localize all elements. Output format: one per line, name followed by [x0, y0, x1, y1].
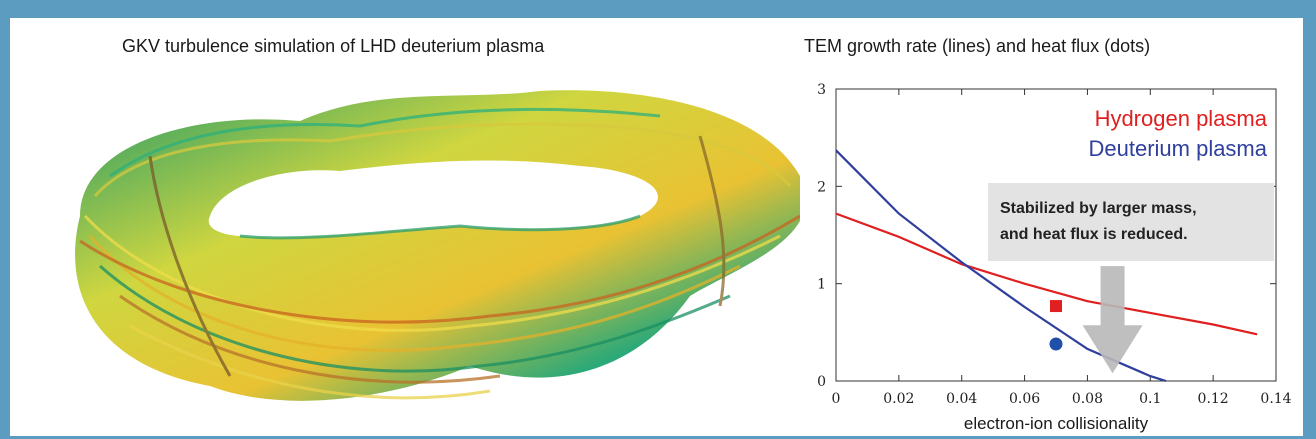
chart-series [835, 149, 1258, 383]
heat-flux-point-deuterium [1049, 337, 1063, 351]
simulation-title: GKV turbulence simulation of LHD deuteri… [122, 36, 545, 56]
y-tick-label: 2 [817, 179, 826, 195]
annotation-box [988, 183, 1274, 261]
y-tick-label: 0 [817, 374, 826, 390]
x-axis-label: electron-ion collisionality [964, 414, 1149, 433]
down-arrow [1082, 266, 1143, 374]
x-tick-label: 0.02 [883, 391, 914, 407]
x-tick-label: 0.12 [1198, 391, 1229, 407]
x-tick-label: 0 [832, 391, 841, 407]
heat-flux-point-hydrogen [1050, 300, 1062, 313]
plot-frame [835, 88, 1277, 382]
figure-frame: GKV turbulence simulation of LHD deuteri… [10, 18, 1303, 436]
annotation-line-2: and heat flux is reduced. [1000, 226, 1188, 243]
x-tick-label: 0.14 [1260, 391, 1291, 407]
torus-body [75, 90, 800, 401]
y-tick-label: 1 [817, 277, 826, 293]
y-tick-label: 3 [817, 82, 826, 98]
chart-axis-labels: electron-ion collisionality [964, 414, 1149, 433]
growth-rate-chart: 0 0.02 0.04 0.06 0.08 0.1 0.12 0.14 0 1 2 3 Stabili… [817, 82, 1292, 433]
chart-legend: Hydrogen plasma Deuterium plasma [1088, 106, 1267, 161]
legend-entry-hydrogen-plasma: Hydrogen plasma [1095, 106, 1268, 131]
chart-axes: 0 0.02 0.04 0.06 0.08 0.1 0.12 0.14 0 1 2 3 [817, 82, 1292, 407]
legend-entry-deuterium-plasma: Deuterium plasma [1088, 136, 1267, 161]
x-tick-label: 0.1 [1139, 391, 1161, 407]
flux-tube-strands [79, 107, 800, 400]
x-tick-label: 0.04 [946, 391, 977, 407]
x-tick-label: 0.06 [1009, 391, 1040, 407]
series-line-deuterium-plasma [835, 149, 1167, 383]
series-line-hydrogen-plasma [835, 212, 1258, 336]
annotation-line-1: Stabilized by larger mass, [1000, 200, 1197, 217]
chart-annotation: Stabilized by larger mass, and heat flux … [988, 183, 1274, 374]
turbulence-torus-image [75, 90, 800, 401]
chart-title: TEM growth rate (lines) and heat flux (d… [804, 36, 1151, 56]
x-tick-label: 0.08 [1072, 391, 1103, 407]
